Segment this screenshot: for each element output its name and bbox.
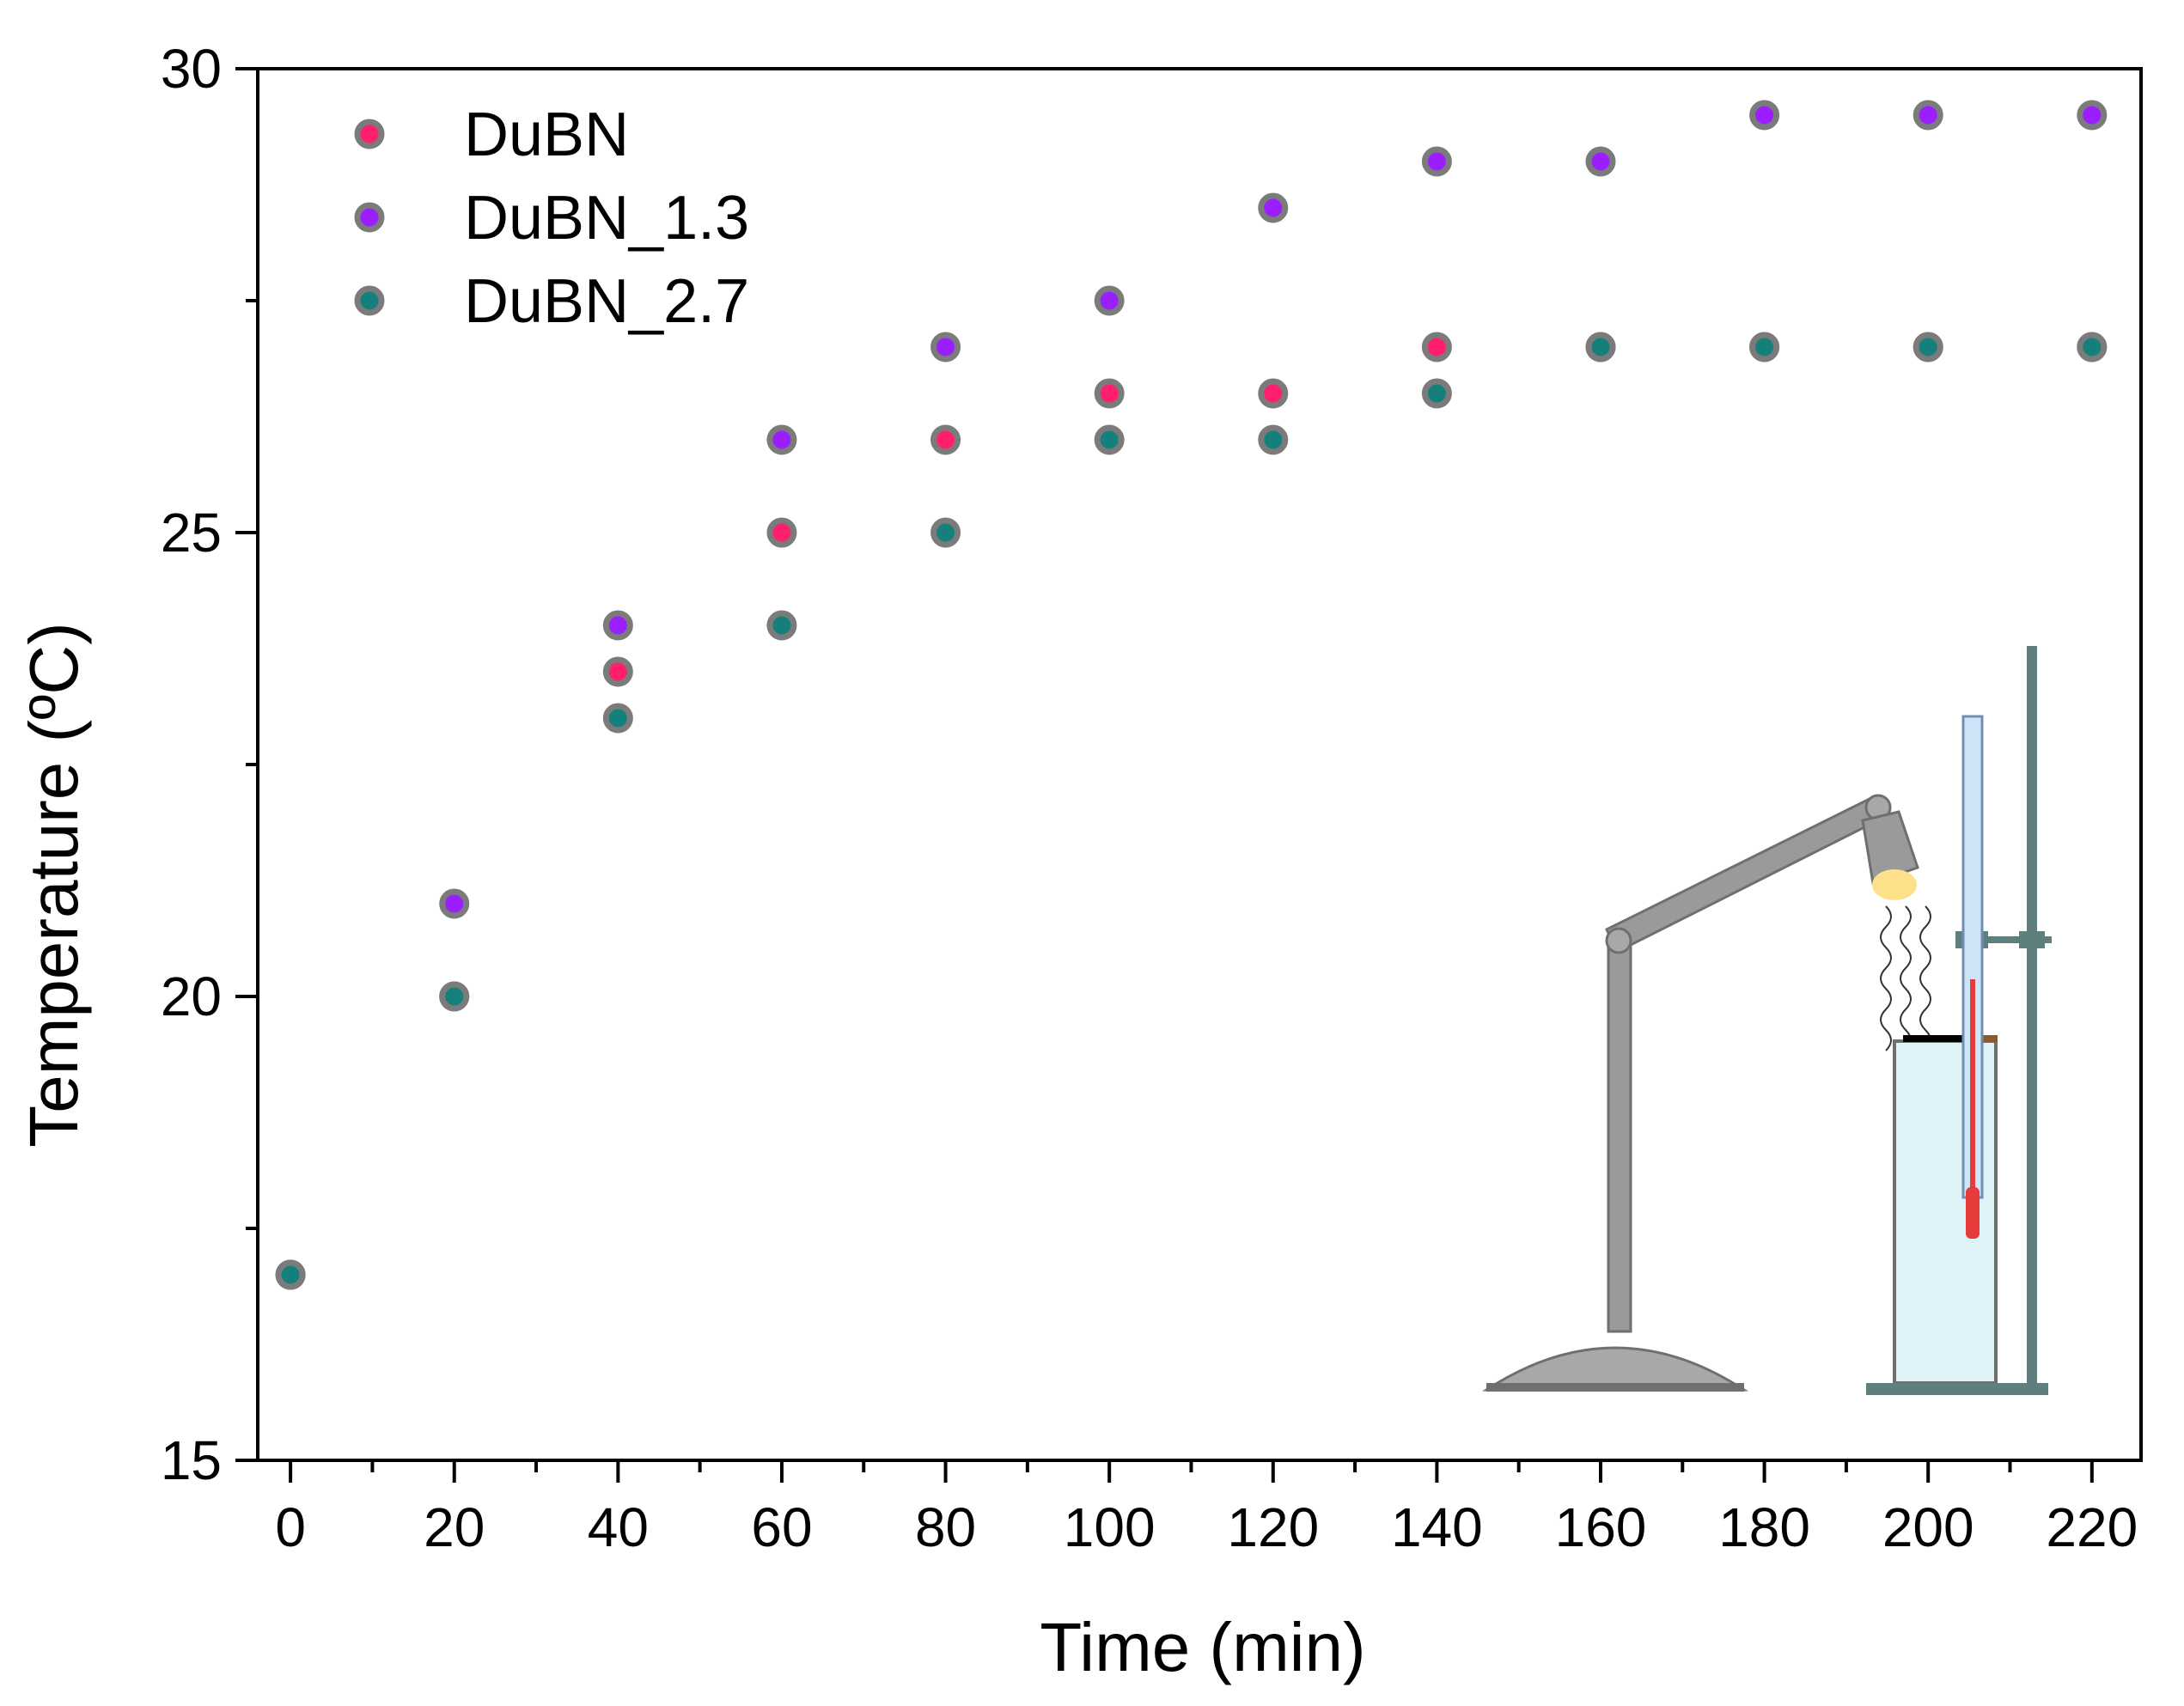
experimental-setup-illustration xyxy=(1481,646,2052,1395)
legend-label-dubn-1-3: DuBN_1.3 xyxy=(464,184,749,253)
lamp-base-plate xyxy=(1486,1383,1744,1392)
marker-dubn-2-7 xyxy=(1749,332,1780,363)
marker-dubn-2-7 xyxy=(1258,424,1289,455)
marker-dubn-1-3 xyxy=(766,424,797,455)
x-tick-label: 60 xyxy=(751,1496,812,1558)
marker-dubn-1-3 xyxy=(930,332,961,363)
marker-dubn-2-7 xyxy=(1585,332,1616,363)
x-tick-label: 200 xyxy=(1882,1496,1974,1558)
marker-dubn-1-3 xyxy=(1258,192,1289,223)
marker-dubn xyxy=(602,656,633,687)
axis-tick-labels: 0 20 40 60 80 100 120 140 160 180 200 220 15 20 25 30 xyxy=(161,38,2138,1558)
lamp-head xyxy=(1861,810,1919,885)
radiation-wave-1 xyxy=(1880,905,1892,1051)
marker-dubn-2-7 xyxy=(2077,332,2108,363)
marker-dubn-1-3 xyxy=(439,888,470,919)
marker-dubn-1-3 xyxy=(1749,100,1780,131)
marker-dubn xyxy=(1421,332,1452,363)
marker-dubn-1-3 xyxy=(1421,146,1452,177)
radiation-wave-2 xyxy=(1900,905,1912,1051)
y-tick-label: 30 xyxy=(161,38,222,100)
marker-dubn-2-7 xyxy=(1421,378,1452,409)
radiation-wave-3 xyxy=(1919,905,1931,1051)
x-tick-label: 80 xyxy=(915,1496,976,1558)
marker-dubn-2-7 xyxy=(1913,332,1943,363)
x-tick-label: 0 xyxy=(275,1496,306,1558)
clamp-arm xyxy=(1957,936,2052,943)
y-tick-label: 25 xyxy=(161,502,222,564)
x-tick-label: 100 xyxy=(1064,1496,1156,1558)
lamp-joint-lower xyxy=(1605,927,1632,954)
sample-film xyxy=(1903,1035,1963,1042)
axis-ticks xyxy=(235,67,2094,1483)
x-tick-label: 40 xyxy=(588,1496,649,1558)
legend-label-dubn: DuBN xyxy=(464,101,629,169)
marker-dubn-2-7 xyxy=(439,981,470,1012)
x-tick-label: 160 xyxy=(1555,1496,1647,1558)
marker-dubn-2-7 xyxy=(602,703,633,734)
marker-dubn xyxy=(766,517,797,548)
y-axis-title: Temperature (ºC) xyxy=(15,622,92,1148)
legend-marker-dubn-2-7 xyxy=(354,285,385,316)
marker-dubn-1-3 xyxy=(602,610,633,641)
lamp-pole xyxy=(1607,943,1632,1333)
lamp-base xyxy=(1481,1346,1749,1392)
x-tick-label: 20 xyxy=(424,1496,485,1558)
marker-dubn-1-3 xyxy=(2077,100,2108,131)
clamp-knob xyxy=(2019,931,2045,948)
marker-dubn xyxy=(1094,378,1125,409)
marker-dubn-2-7 xyxy=(930,517,961,548)
marker-dubn xyxy=(930,424,961,455)
thermometer-bulb xyxy=(1966,1187,1980,1239)
y-tick-label: 15 xyxy=(161,1429,222,1491)
marker-dubn-1-3 xyxy=(1094,285,1125,316)
x-axis-title: Time (min) xyxy=(1040,1609,1365,1685)
stand-rod xyxy=(2027,646,2037,1385)
x-tick-label: 120 xyxy=(1227,1496,1319,1558)
thermometer-column xyxy=(1970,979,1975,1192)
marker-dubn-1-3 xyxy=(1585,146,1616,177)
marker-dubn xyxy=(1258,378,1289,409)
marker-dubn-2-7 xyxy=(1094,424,1125,455)
marker-dubn-2-7 xyxy=(766,610,797,641)
x-tick-label: 220 xyxy=(2046,1496,2138,1558)
data-markers xyxy=(275,100,2108,1290)
legend-marker-dubn-1-3 xyxy=(354,202,385,233)
x-tick-label: 140 xyxy=(1391,1496,1483,1558)
marker-dubn-1-3 xyxy=(1913,100,1943,131)
x-tick-label: 180 xyxy=(1718,1496,1810,1558)
legend-label-dubn-2-7: DuBN_2.7 xyxy=(464,267,749,336)
legend-marker-dubn xyxy=(354,119,385,149)
stand-base xyxy=(1866,1383,2048,1395)
legend: DuBN DuBN_1.3 DuBN_2.7 xyxy=(354,101,749,336)
lamp-bulb xyxy=(1872,869,1917,900)
marker-dubn-2-7 xyxy=(275,1259,306,1290)
y-tick-label: 20 xyxy=(161,966,222,1027)
